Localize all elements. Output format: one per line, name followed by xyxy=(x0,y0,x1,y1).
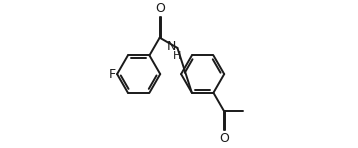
Text: F: F xyxy=(108,68,115,81)
Text: N: N xyxy=(167,40,176,53)
Text: H: H xyxy=(173,51,182,61)
Text: O: O xyxy=(156,2,165,15)
Text: O: O xyxy=(219,132,229,145)
